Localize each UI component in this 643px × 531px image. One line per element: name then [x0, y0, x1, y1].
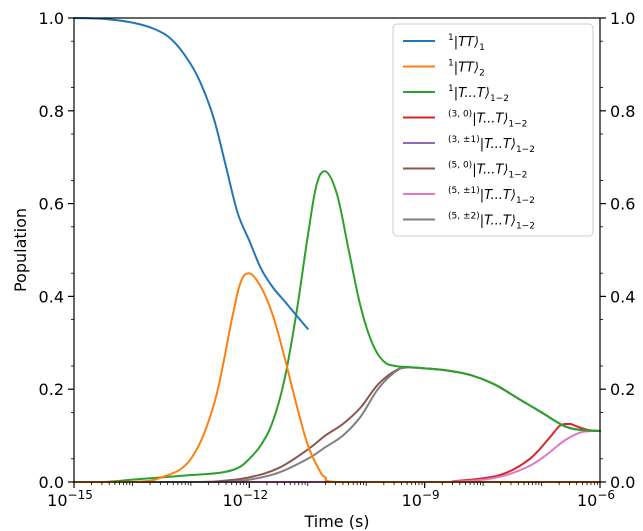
- y-axis-title: Population: [11, 208, 30, 292]
- y-tick-label-left: 0.6: [39, 195, 64, 214]
- y-tick-label-right: 0.2: [610, 380, 635, 399]
- series-line-6: [73, 429, 601, 484]
- x-axis-title: Time (s): [303, 512, 369, 531]
- legend-label: (5, ±1)|T...T⟩1−2: [448, 186, 535, 206]
- y-tick-label-left: 0.0: [39, 473, 64, 492]
- series-line-2: [73, 170, 601, 483]
- series-line-3: [73, 423, 601, 484]
- legend-label: (3, ±1)|T...T⟩1−2: [448, 135, 535, 155]
- ticks: 0.0 0.0 0.2 0.2 0.4 0.4 0.6 0.6 0.8 0.8 1.0 1.0 10−1…: [39, 9, 636, 510]
- y-tick-label-left: 0.2: [39, 380, 64, 399]
- legend-label: (5, ±2)|T...T⟩1−2: [448, 212, 535, 232]
- legend-label: 1|TT⟩1: [448, 33, 485, 53]
- y-tick-label-right: 0.6: [610, 195, 635, 214]
- x-tick-label: 10−12: [222, 488, 268, 510]
- series-line-1: [73, 272, 601, 484]
- axes: [73, 17, 601, 483]
- legend-label: 1|TT⟩2: [448, 59, 485, 79]
- x-tick-label: 10−15: [47, 488, 93, 510]
- y-tick-label-right: 0.4: [610, 287, 635, 306]
- y-tick-label-left: 0.8: [39, 102, 64, 121]
- plot-frame: [73, 17, 601, 483]
- y-tick-label-left: 1.0: [39, 9, 64, 28]
- legend-label: 1|T...T⟩1−2: [448, 84, 509, 104]
- legend: 1|TT⟩1 1|TT⟩2 1|T...T⟩1−2 (3, 0)|T...T⟩1−2 (…: [392, 23, 594, 237]
- x-tick-label: 10−6: [577, 488, 615, 510]
- legend-box: [392, 23, 594, 237]
- y-tick-label-right: 1.0: [610, 9, 635, 28]
- x-tick-label: 10−9: [402, 488, 440, 510]
- legend-label: (3, 0)|T...T⟩1−2: [448, 110, 527, 130]
- series-line-0: [73, 17, 309, 330]
- legend-label: (5, 0)|T...T⟩1−2: [448, 161, 527, 181]
- y-tick-label-right: 0.8: [610, 102, 635, 121]
- y-tick-label-left: 0.4: [39, 287, 64, 306]
- y-tick-label-right: 0.0: [610, 473, 635, 492]
